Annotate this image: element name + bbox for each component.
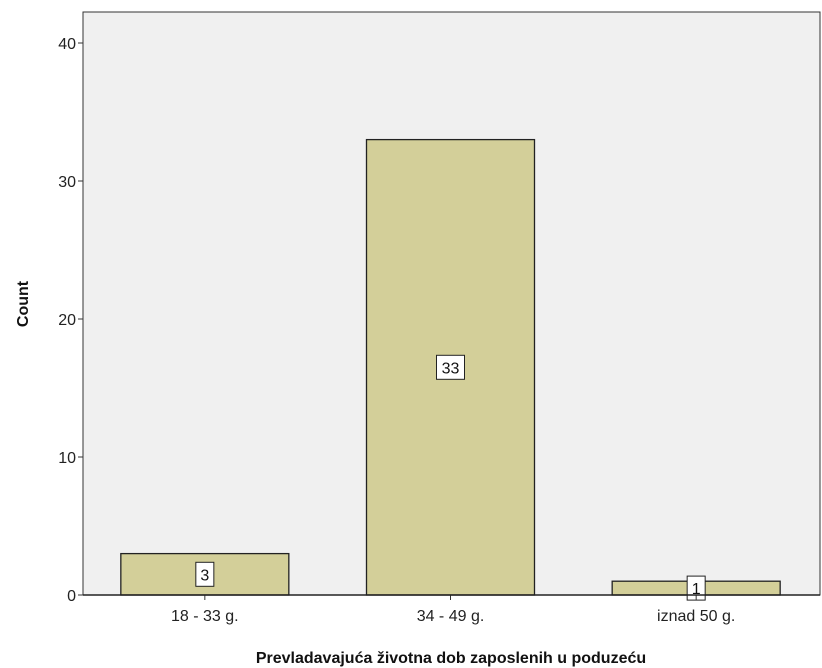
y-tick-label: 0 [67,588,76,605]
x-axis: 18 - 33 g. 34 - 49 g. iznad 50 g. [171,595,735,625]
y-axis-title: Count [15,280,32,327]
y-tick-label: 20 [58,312,76,329]
data-label-box [686,575,706,601]
y-axis: 0 10 20 30 40 [58,36,83,605]
x-tick-label: iznad 50 g. [657,608,735,625]
x-axis-title: Prevladavajuća životna dob zaposlenih u … [256,650,646,667]
y-tick-label: 30 [58,174,76,191]
x-tick-label: 18 - 33 g. [171,608,239,625]
data-label: 33 [442,360,460,377]
data-label: 3 [200,567,209,584]
data-label: 1 [692,581,701,598]
y-tick-label: 10 [58,450,76,467]
data-label-box [195,561,215,587]
y-tick-label: 40 [58,36,76,53]
data-label-box [436,354,465,380]
x-tick-label: 34 - 49 g. [417,608,485,625]
